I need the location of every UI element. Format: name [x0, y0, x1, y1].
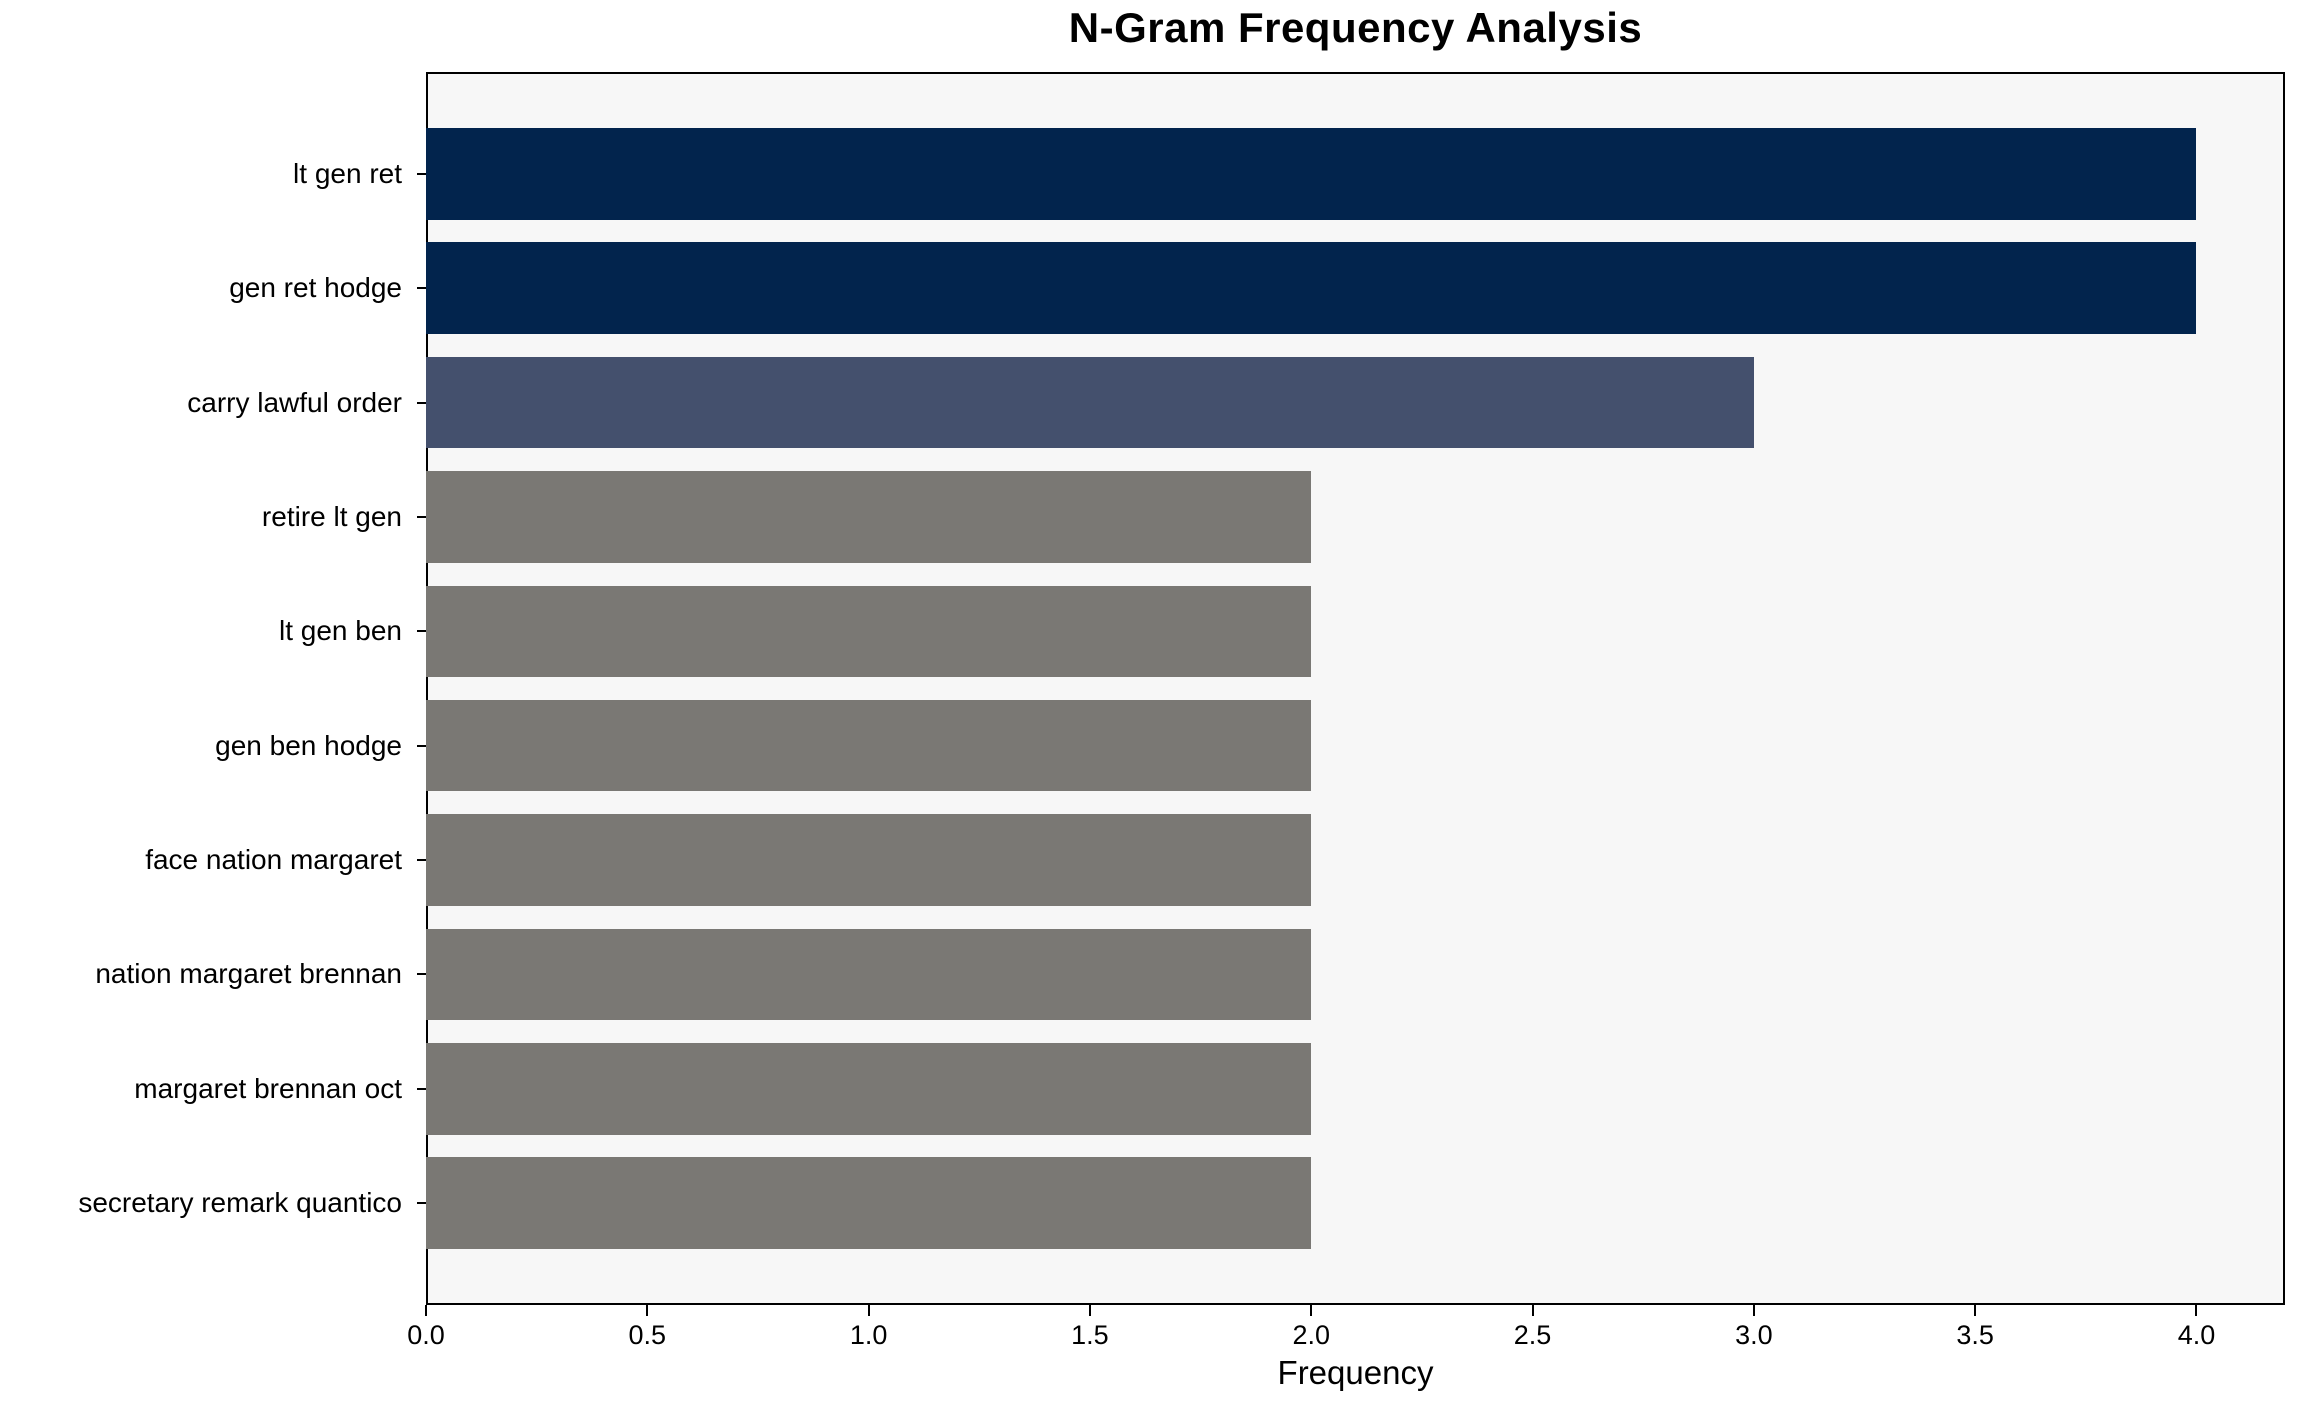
y-tick-mark: [417, 1202, 426, 1205]
x-tick-label: 4.0: [2177, 1320, 2216, 1350]
bar-row: face nation margaret: [0, 814, 2285, 906]
bar-track: [426, 1157, 2285, 1249]
x-axis-label: Frequency: [1277, 1354, 1434, 1391]
bar-track: [426, 242, 2285, 334]
x-tick-label: 0.5: [628, 1320, 667, 1350]
y-tick-label: lt gen ret: [0, 128, 426, 220]
y-tick-label: lt gen ben: [0, 586, 426, 678]
bar-nation-margaret-brennan: [426, 928, 1312, 1021]
y-tick-mark: [417, 630, 426, 633]
x-tick-mark: [1088, 1305, 1091, 1316]
y-tick-label: carry lawful order: [0, 357, 426, 449]
y-tick-mark: [417, 172, 426, 175]
bar-track: [426, 585, 2285, 677]
bar-track: [426, 1043, 2285, 1135]
y-tick-mark: [417, 515, 426, 518]
x-tick-label: 1.5: [1071, 1320, 1109, 1350]
bar-row: retire lt gen: [0, 471, 2285, 563]
x-tick-mark: [867, 1305, 870, 1316]
bar-row: nation margaret brennan: [0, 928, 2285, 1021]
y-tick-label: retire lt gen: [0, 471, 426, 563]
bar-track: [426, 128, 2285, 220]
bar-row: gen ret hodge: [0, 242, 2285, 334]
bar-track: [426, 814, 2285, 906]
bar-retire-lt-gen: [426, 471, 1312, 563]
y-tick-mark: [417, 973, 426, 976]
x-tick-label: 2.5: [1513, 1320, 1552, 1350]
x-tick-mark: [1531, 1305, 1534, 1316]
bar-row: carry lawful order: [0, 356, 2285, 449]
x-tick-label: 1.0: [849, 1320, 888, 1350]
bar-row: gen ben hodge: [0, 699, 2285, 792]
bar-rows: lt gen ret gen ret hodge carry lawful orde…: [0, 72, 2285, 1305]
bar-track: [426, 471, 2285, 563]
y-tick-label: nation margaret brennan: [0, 929, 426, 1021]
bar-row: secretary remark quantico: [0, 1157, 2285, 1249]
bar-row: lt gen ben: [0, 585, 2285, 678]
y-tick-mark: [417, 287, 426, 290]
x-tick-mark: [1974, 1305, 1977, 1316]
y-tick-mark: [417, 859, 426, 861]
bar-track: [426, 928, 2285, 1021]
bar-track: [426, 699, 2285, 792]
x-tick-mark: [1752, 1305, 1755, 1316]
chart-title: N-Gram Frequency Analysis: [1068, 4, 1643, 51]
bar-gen-ben-hodge: [426, 699, 1312, 792]
x-tick-mark: [1310, 1305, 1313, 1316]
bar-track: [426, 356, 2285, 449]
bar-lt-gen-ret: [426, 128, 2197, 220]
y-tick-label: gen ret hodge: [0, 242, 426, 334]
x-tick-mark: [646, 1305, 649, 1316]
y-tick-mark: [417, 1087, 426, 1090]
bar-row: margaret brennan oct: [0, 1043, 2285, 1135]
bar-secretary-remark-quantico: [426, 1157, 1312, 1249]
bar-lt-gen-ben: [426, 585, 1312, 677]
x-tick-label: 3.5: [1956, 1320, 1994, 1350]
x-tick-mark: [425, 1305, 427, 1316]
x-tick-label: 0.0: [407, 1320, 445, 1350]
x-tick-mark: [2195, 1305, 2198, 1316]
bar-gen-ret-hodge: [426, 242, 2197, 334]
y-tick-mark: [417, 744, 426, 747]
bar-margaret-brennan-oct: [426, 1043, 1312, 1135]
y-tick-mark: [417, 401, 426, 404]
x-tick-label: 2.0: [1292, 1320, 1331, 1350]
y-tick-label: secretary remark quantico: [0, 1157, 426, 1249]
y-tick-label: gen ben hodge: [0, 700, 426, 792]
y-tick-label: face nation margaret: [0, 814, 426, 906]
bar-face-nation-margaret: [426, 814, 1312, 906]
bar-carry-lawful-order: [426, 356, 1754, 449]
y-tick-label: margaret brennan oct: [0, 1043, 426, 1135]
x-tick-label: 3.0: [1735, 1320, 1773, 1350]
bar-row: lt gen ret: [0, 128, 2285, 220]
